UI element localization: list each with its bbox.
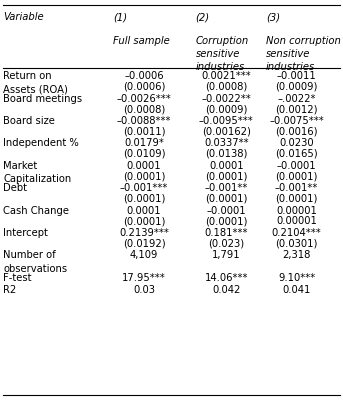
Text: –0.0006: –0.0006 xyxy=(124,71,164,81)
Text: –0.001**: –0.001** xyxy=(275,183,318,193)
Text: Corruption
sensitive
industries: Corruption sensitive industries xyxy=(196,36,249,72)
Text: (0.0008): (0.0008) xyxy=(205,82,248,92)
Text: Return on
Assets (ROA): Return on Assets (ROA) xyxy=(3,71,68,94)
Text: –.0022*: –.0022* xyxy=(277,94,316,104)
Text: 2,318: 2,318 xyxy=(283,250,311,260)
Text: 0.2104***: 0.2104*** xyxy=(272,228,322,238)
Text: (0.0001): (0.0001) xyxy=(205,216,248,226)
Text: (0.0001): (0.0001) xyxy=(123,171,165,181)
Text: (0.0138): (0.0138) xyxy=(205,149,248,159)
Text: (0.0001): (0.0001) xyxy=(123,216,165,226)
Text: (0.0001): (0.0001) xyxy=(275,171,318,181)
Text: 17.95***: 17.95*** xyxy=(122,273,166,283)
Text: Independent %: Independent % xyxy=(3,138,79,148)
Text: Intercept: Intercept xyxy=(3,228,48,238)
Text: Non corruption
sensitive
industries: Non corruption sensitive industries xyxy=(266,36,341,72)
Text: (0.0301): (0.0301) xyxy=(275,238,318,248)
Text: 14.06***: 14.06*** xyxy=(205,273,248,283)
Text: (0.023): (0.023) xyxy=(208,238,245,248)
Text: (0.0012): (0.0012) xyxy=(275,104,318,114)
Text: Number of
observations: Number of observations xyxy=(3,250,68,274)
Text: –0.0022**: –0.0022** xyxy=(201,94,251,104)
Text: –0.0095***: –0.0095*** xyxy=(199,116,254,126)
Text: –0.0075***: –0.0075*** xyxy=(269,116,324,126)
Text: (0.0001): (0.0001) xyxy=(275,194,318,204)
Text: (0.0008): (0.0008) xyxy=(123,104,165,114)
Text: 0.0001: 0.0001 xyxy=(127,206,161,216)
Text: (0.0001): (0.0001) xyxy=(123,194,165,204)
Text: 0.00001: 0.00001 xyxy=(276,216,317,226)
Text: –0.0026***: –0.0026*** xyxy=(117,94,172,104)
Text: (0.0001): (0.0001) xyxy=(205,194,248,204)
Text: 0.0021***: 0.0021*** xyxy=(201,71,251,81)
Text: Board size: Board size xyxy=(3,116,55,126)
Text: (0.0009): (0.0009) xyxy=(275,82,318,92)
Text: Market
Capitalization: Market Capitalization xyxy=(3,161,72,184)
Text: (0.0109): (0.0109) xyxy=(123,149,165,159)
Text: 0.0230: 0.0230 xyxy=(280,138,314,148)
Text: 0.0001: 0.0001 xyxy=(127,161,161,171)
Text: –0.001**: –0.001** xyxy=(205,183,248,193)
Text: –0.0011: –0.0011 xyxy=(277,71,317,81)
Text: –0.0001: –0.0001 xyxy=(277,161,317,171)
Text: –0.0088***: –0.0088*** xyxy=(117,116,171,126)
Text: 0.0337**: 0.0337** xyxy=(204,138,249,148)
Text: –0.0001: –0.0001 xyxy=(206,206,246,216)
Text: Variable: Variable xyxy=(3,12,44,22)
Text: (0.00162): (0.00162) xyxy=(202,126,251,136)
Text: (0.0011): (0.0011) xyxy=(123,126,165,136)
Text: (0.0016): (0.0016) xyxy=(275,126,318,136)
Text: 4,109: 4,109 xyxy=(130,250,158,260)
Text: 0.041: 0.041 xyxy=(283,285,311,295)
Text: 0.042: 0.042 xyxy=(212,285,240,295)
Text: (2): (2) xyxy=(196,12,210,22)
Text: Full sample: Full sample xyxy=(113,36,170,46)
Text: 1,791: 1,791 xyxy=(212,250,241,260)
Text: 0.0179*: 0.0179* xyxy=(124,138,164,148)
Text: (0.0165): (0.0165) xyxy=(275,149,318,159)
Text: 9.10***: 9.10*** xyxy=(278,273,315,283)
Text: R2: R2 xyxy=(3,285,17,295)
Text: Board meetings: Board meetings xyxy=(3,94,83,104)
Text: –0.001***: –0.001*** xyxy=(120,183,168,193)
Text: (0.0001): (0.0001) xyxy=(205,171,248,181)
Text: 0.00001: 0.00001 xyxy=(276,206,317,216)
Text: F-test: F-test xyxy=(3,273,32,283)
Text: (0.0009): (0.0009) xyxy=(205,104,248,114)
Text: (1): (1) xyxy=(113,12,127,22)
Text: (0.0006): (0.0006) xyxy=(123,82,165,92)
Text: 0.2139***: 0.2139*** xyxy=(119,228,169,238)
Text: Debt: Debt xyxy=(3,183,27,193)
Text: (3): (3) xyxy=(266,12,280,22)
Text: 0.03: 0.03 xyxy=(133,285,155,295)
Text: 0.0001: 0.0001 xyxy=(209,161,244,171)
Text: Cash Change: Cash Change xyxy=(3,206,69,216)
Text: (0.0192): (0.0192) xyxy=(123,238,165,248)
Text: 0.181***: 0.181*** xyxy=(205,228,248,238)
